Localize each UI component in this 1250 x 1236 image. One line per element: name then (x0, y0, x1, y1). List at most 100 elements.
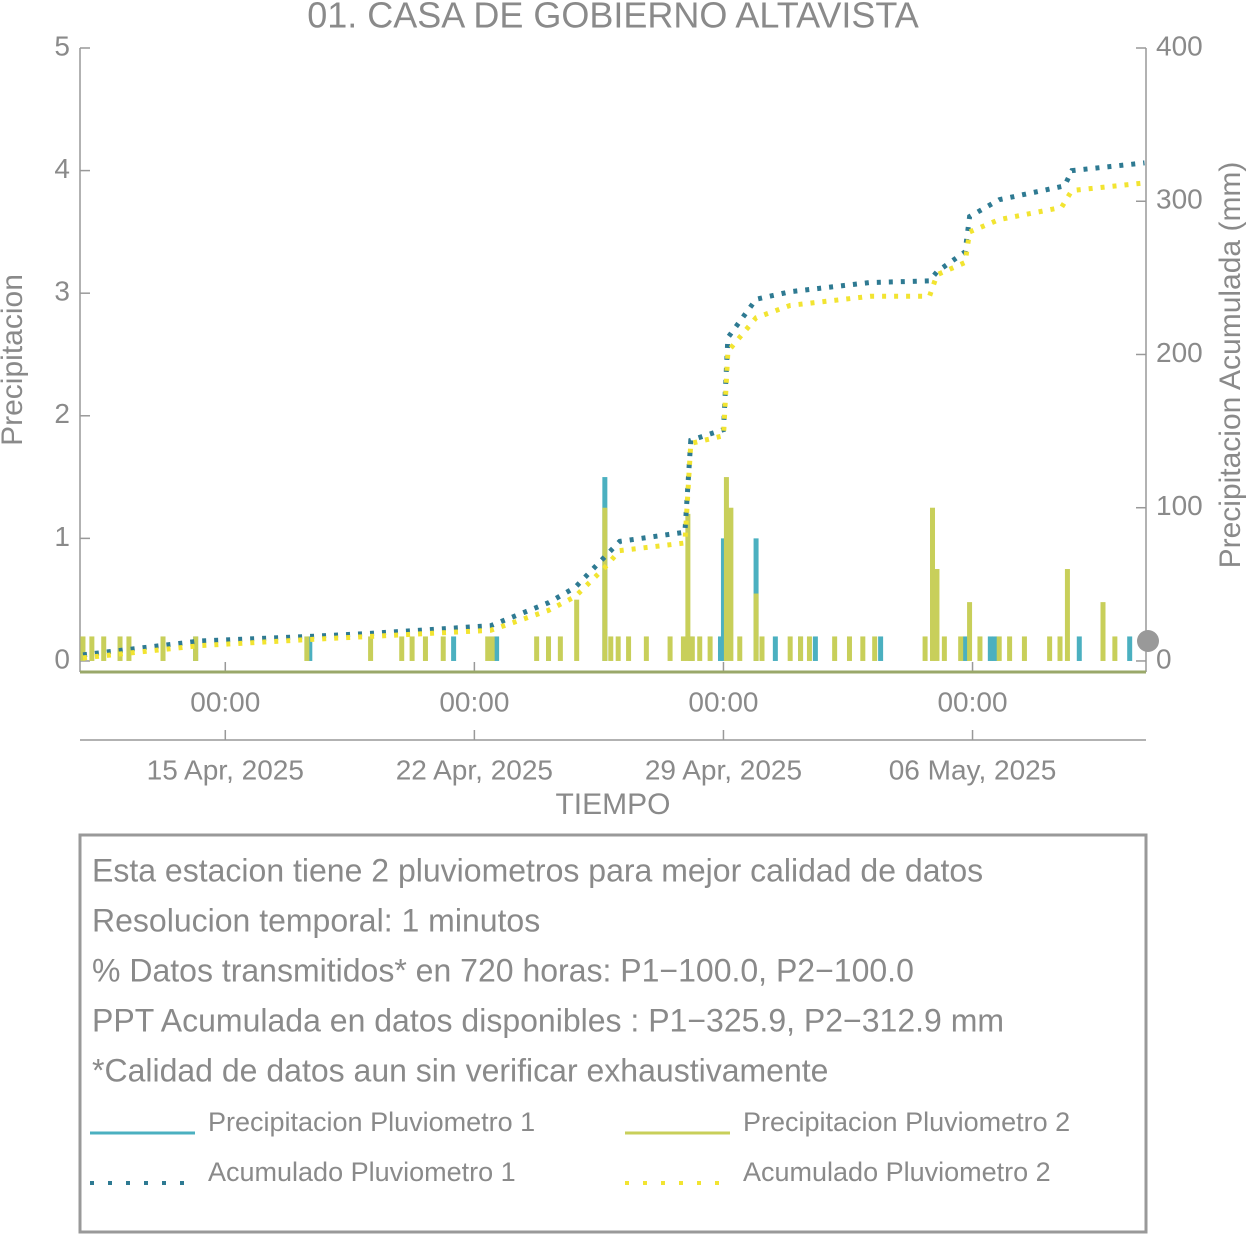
x-tick-label: 00:00 (688, 686, 758, 717)
bar (101, 636, 107, 661)
bar (602, 507, 608, 661)
bar (737, 636, 743, 661)
date-tick-label: 22 Apr, 2025 (396, 754, 553, 785)
bar (707, 636, 713, 661)
legend-label: Acumulado Pluviometro 2 (743, 1157, 1051, 1187)
date-tick-label: 29 Apr, 2025 (645, 754, 802, 785)
bar (759, 636, 765, 661)
bar (996, 636, 1002, 661)
bar (689, 636, 695, 661)
bar (489, 636, 495, 661)
y2-tick-label: 0 (1156, 643, 1172, 674)
cumulative-line (82, 160, 1145, 658)
bar (160, 636, 166, 661)
bar (1047, 636, 1053, 661)
bar (922, 636, 928, 661)
bar (307, 636, 313, 661)
bar (80, 636, 86, 661)
bar (1007, 636, 1013, 661)
bar (720, 538, 726, 661)
end-marker (1137, 630, 1159, 652)
bar (451, 636, 457, 661)
bar (608, 636, 614, 661)
bar (812, 636, 818, 661)
y2-tick-label: 300 (1156, 184, 1203, 215)
bar (409, 636, 415, 661)
bar (1127, 636, 1133, 661)
bar (934, 569, 940, 661)
bar (798, 636, 804, 661)
bar (615, 636, 621, 661)
bar (878, 636, 884, 661)
bar (485, 636, 491, 661)
bar (717, 636, 723, 661)
bar (962, 636, 968, 661)
bar (1021, 636, 1027, 661)
bar (977, 636, 983, 661)
date-tick-label: 15 Apr, 2025 (147, 754, 304, 785)
x-axis-label: TIEMPO (555, 788, 670, 821)
bar (787, 636, 793, 661)
bar (643, 636, 649, 661)
bar (534, 636, 540, 661)
bar (368, 636, 374, 661)
bar (1100, 602, 1106, 661)
y-tick-label: 4 (54, 153, 70, 184)
bar (930, 507, 936, 661)
x-tick-label: 00:00 (439, 686, 509, 717)
bar (872, 636, 878, 661)
bar (697, 636, 703, 661)
legend-label: Precipitacion Pluviometro 2 (743, 1107, 1070, 1137)
y-tick-label: 5 (54, 30, 70, 61)
bar (626, 636, 632, 661)
bar (494, 636, 500, 661)
bar (967, 602, 973, 661)
bar (399, 636, 405, 661)
bar (723, 477, 729, 661)
bar (546, 636, 552, 661)
info-line: *Calidad de datos aun sin verificar exha… (92, 1052, 828, 1088)
info-line: Esta estacion tiene 2 pluviometros para … (92, 852, 983, 888)
bar (574, 599, 580, 661)
bar (667, 636, 673, 661)
y2-tick-label: 200 (1156, 337, 1203, 368)
bar (958, 636, 964, 661)
bar (992, 636, 998, 661)
date-tick-label: 06 May, 2025 (889, 754, 1057, 785)
bar (987, 636, 993, 661)
bar (440, 636, 446, 661)
bar (1076, 636, 1082, 661)
bar (557, 636, 563, 661)
y-tick-label: 2 (54, 398, 70, 429)
cumulative-line (82, 180, 1145, 661)
x-tick-label: 00:00 (190, 686, 260, 717)
legend-label: Acumulado Pluviometro 1 (208, 1157, 516, 1187)
y-tick-label: 1 (54, 521, 70, 552)
bar (304, 636, 310, 661)
info-line: PPT Acumulada en datos disponibles : P1−… (92, 1002, 1004, 1038)
bar (728, 507, 734, 661)
bar (680, 636, 686, 661)
bar (685, 513, 691, 661)
bar (126, 636, 132, 661)
bar (753, 593, 759, 661)
y-tick-label: 3 (54, 276, 70, 307)
bar (1057, 636, 1063, 661)
bar (832, 636, 838, 661)
y2-tick-label: 100 (1156, 490, 1203, 521)
bar (806, 636, 812, 661)
info-line: % Datos transmitidos* en 720 horas: P1−1… (92, 952, 914, 988)
info-box (78, 833, 1148, 1234)
legend-label: Precipitacion Pluviometro 1 (208, 1107, 535, 1137)
bar (193, 636, 199, 661)
y-tick-label: 0 (54, 643, 70, 674)
bar (860, 636, 866, 661)
y-axis-label: Precipitacion (0, 274, 29, 446)
bar (1064, 569, 1070, 661)
bar (422, 636, 428, 661)
bar (846, 636, 852, 661)
bar (1112, 636, 1118, 661)
bar (941, 636, 947, 661)
